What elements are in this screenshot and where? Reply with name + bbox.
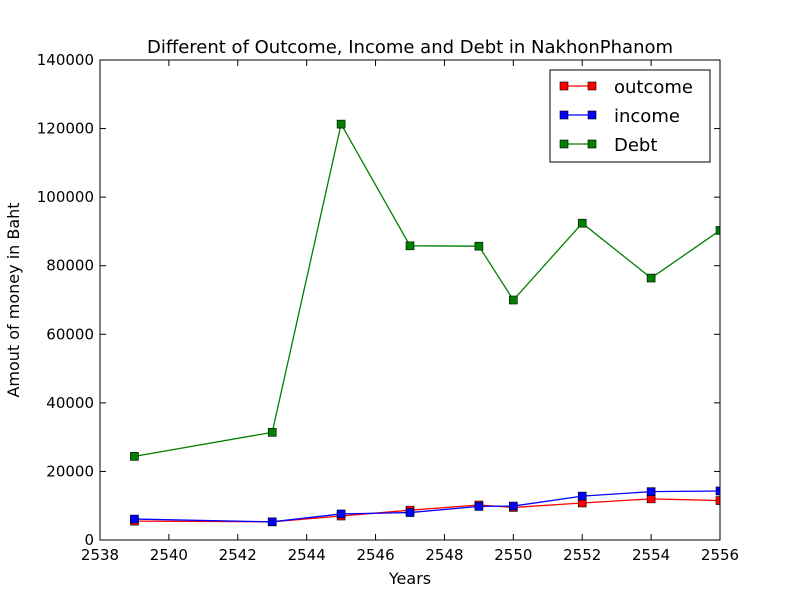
x-tick-label: 2538 <box>81 546 119 564</box>
y-tick-label: 100000 <box>37 188 94 206</box>
x-tick-label: 2540 <box>150 546 188 564</box>
data-point-outcome <box>715 496 720 505</box>
data-point-income <box>267 517 277 527</box>
data-point-income <box>474 502 484 511</box>
legend-label-outcome: outcome <box>614 77 693 98</box>
data-point-debt <box>336 119 346 129</box>
data-point-income <box>405 508 415 517</box>
legend-marker-income <box>559 110 569 120</box>
y-tick-label: 140000 <box>37 51 94 69</box>
y-tick-label: 40000 <box>46 394 94 412</box>
plot-content <box>130 119 720 527</box>
x-tick-label: 2544 <box>288 546 326 564</box>
data-point-income <box>509 501 518 511</box>
legend-marker-outcome <box>559 81 569 91</box>
y-tick-label: 120000 <box>37 120 94 138</box>
legend-marker-debt <box>587 139 597 149</box>
y-tick-label: 60000 <box>46 325 94 343</box>
data-point-debt <box>646 273 656 283</box>
series-line-outcome <box>134 498 720 523</box>
data-point-debt <box>267 428 277 437</box>
y-tick-label: 0 <box>84 531 94 549</box>
legend-label-debt: Debt <box>614 135 657 156</box>
plot-frame <box>99 59 721 541</box>
legend-marker-outcome <box>587 81 597 91</box>
legend-marker-income <box>587 110 597 120</box>
data-point-income <box>130 514 139 524</box>
data-point-outcome <box>646 494 656 504</box>
chart-title: Different of Outcome, Income and Debt in… <box>147 37 673 58</box>
data-point-debt <box>405 241 415 251</box>
x-tick-label: 2550 <box>494 546 532 564</box>
data-point-debt <box>715 226 720 235</box>
data-point-debt <box>577 218 587 228</box>
data-point-debt <box>474 241 484 251</box>
data-point-income <box>646 487 656 496</box>
series-line-income <box>134 490 720 523</box>
x-axis-label: Years <box>388 569 431 588</box>
legend-box <box>549 69 711 163</box>
legend-marker-debt <box>559 139 569 149</box>
y-tick-label: 80000 <box>46 257 94 275</box>
data-point-debt <box>130 452 139 461</box>
legend-label-income: income <box>614 106 680 127</box>
x-tick-label: 2542 <box>219 546 257 564</box>
y-axis-label: Amout of money in Baht <box>4 202 23 397</box>
data-point-income <box>336 509 346 519</box>
x-tick-label: 2546 <box>356 546 394 564</box>
x-tick-label: 2552 <box>563 546 601 564</box>
y-tick-label: 20000 <box>46 462 94 480</box>
plot-area: 2538 2540 2542 2544 2546 2548 2550 2552 2554 2556… <box>37 51 739 564</box>
data-point-income <box>715 486 720 496</box>
data-point-debt <box>509 295 518 305</box>
x-tick-label: 2554 <box>632 546 670 564</box>
x-tick-label: 2556 <box>701 546 739 564</box>
x-tick-label: 2548 <box>425 546 463 564</box>
series-line-debt <box>134 122 720 457</box>
data-point-income <box>577 491 587 501</box>
legend: outcome income Debt <box>549 69 711 163</box>
